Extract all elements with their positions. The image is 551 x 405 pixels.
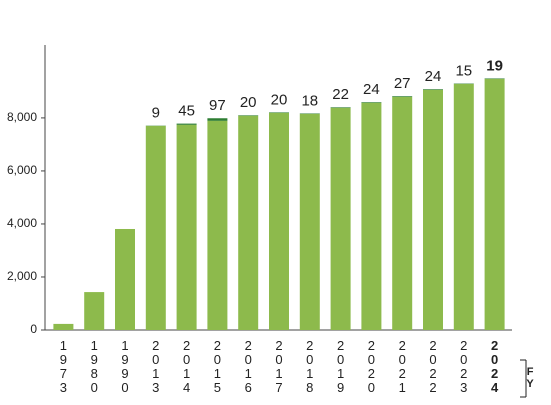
x-tick-label: 2013 [148,338,164,394]
x-tick-label: 2022 [425,338,441,394]
bar-segment [299,113,320,330]
x-tick-label: 2019 [333,338,349,394]
bar-segment [269,112,289,113]
bar-segment [330,107,351,331]
bar-segment [207,120,228,330]
bar-segment [392,96,413,97]
x-tick-label: 2014 [179,338,195,394]
y-tick-label: 6,000 [7,163,37,177]
bar-segment [484,78,505,79]
x-tick-label: 2023 [456,338,472,394]
bar-segment [269,112,289,330]
data-label: 15 [455,63,472,80]
data-label: 24 [363,81,380,98]
data-label: 22 [332,86,349,103]
bar-segment [238,115,259,116]
x-axis-label: FY [524,366,536,390]
bar-segment [238,115,259,331]
x-tick-label: 2020 [363,338,379,394]
bar-segment [330,107,351,108]
bar-segment [423,89,443,90]
bar-segment [423,89,443,330]
data-label: 19 [486,57,503,74]
y-tick-label: 2,000 [7,269,37,283]
x-tick-label: 2018 [302,338,318,394]
data-label: 9 [152,105,160,122]
bar-segment [84,292,105,330]
bar-segment [453,83,474,330]
data-label: 45 [178,103,195,120]
x-tick-label: 1973 [55,338,71,394]
data-label: 20 [240,94,257,111]
data-label: 24 [425,68,442,85]
x-tick-label: 1990 [117,338,133,394]
y-tick-label: 4,000 [7,216,37,230]
x-tick-label: 2016 [240,338,256,394]
data-label: 18 [301,92,318,109]
x-tick-label: 1980 [86,338,102,394]
y-tick-label: 8,000 [7,110,37,124]
bar-segment [53,323,74,330]
data-label: 20 [271,91,288,108]
bar-segment [207,118,228,121]
x-tick-label: 2024 [487,338,503,394]
bracket [520,359,527,398]
bar-segment [176,124,197,330]
bar-segment [392,96,413,330]
data-label: 97 [209,97,226,114]
x-tick-label: 2021 [394,338,410,394]
bar-segment [361,102,382,103]
bar-segment [484,78,505,331]
bar-segment [176,123,197,125]
x-tick-label: 2015 [209,338,225,394]
bar-segment [145,125,166,330]
x-tick-label: 2017 [271,338,287,394]
y-tick-label: 0 [30,322,37,336]
bar-segment [115,228,135,330]
bar-segment [361,102,382,330]
data-label: 27 [394,75,411,92]
